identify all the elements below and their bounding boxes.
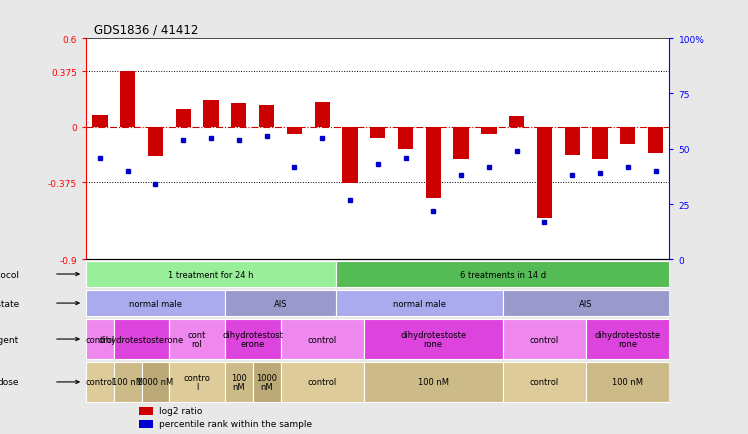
Bar	[481, 128, 497, 135]
Bar	[92, 115, 108, 128]
Bar	[225, 362, 253, 402]
Text: control: control	[530, 378, 559, 387]
Bar	[231, 104, 247, 128]
Bar	[114, 362, 141, 402]
Bar	[503, 319, 586, 359]
Bar	[286, 128, 302, 135]
Text: AIS: AIS	[274, 299, 287, 308]
Bar	[336, 261, 669, 288]
Bar	[586, 362, 669, 402]
Bar	[648, 128, 663, 154]
Text: 100 nM: 100 nM	[418, 378, 449, 387]
Bar	[314, 102, 330, 128]
Text: 100
nM: 100 nM	[231, 373, 247, 391]
Text: control: control	[307, 378, 337, 387]
Text: percentile rank within the sample: percentile rank within the sample	[159, 419, 312, 428]
Bar	[141, 362, 169, 402]
Text: dihydrotestoste
rone: dihydrotestoste rone	[595, 330, 660, 349]
Bar	[225, 290, 336, 317]
Bar	[86, 261, 336, 288]
Bar	[169, 319, 225, 359]
Bar	[398, 128, 413, 149]
Text: AIS: AIS	[580, 299, 593, 308]
Text: cont
rol: cont rol	[188, 330, 206, 349]
Bar	[537, 128, 552, 219]
Text: control: control	[530, 335, 559, 344]
Bar	[586, 319, 669, 359]
Bar	[176, 110, 191, 128]
Text: normal male: normal male	[393, 299, 446, 308]
Text: 1 treatment for 24 h: 1 treatment for 24 h	[168, 270, 254, 279]
Bar	[86, 362, 114, 402]
Bar	[280, 319, 364, 359]
Bar	[426, 128, 441, 198]
Bar	[86, 290, 225, 317]
Text: dihydrotestost
erone: dihydrotestost erone	[222, 330, 283, 349]
Bar	[565, 128, 580, 155]
Text: protocol: protocol	[0, 270, 19, 279]
Text: control: control	[307, 335, 337, 344]
Bar	[114, 319, 169, 359]
Text: log2 ratio: log2 ratio	[159, 406, 202, 415]
Bar	[343, 128, 358, 183]
Bar	[453, 128, 469, 160]
Text: 1000
nM: 1000 nM	[256, 373, 277, 391]
Bar	[592, 128, 607, 160]
Text: 100 nM: 100 nM	[112, 378, 143, 387]
Bar	[620, 128, 636, 145]
Text: 100 nM: 100 nM	[613, 378, 643, 387]
Text: dose: dose	[0, 378, 19, 387]
Bar	[169, 362, 225, 402]
Bar	[203, 101, 218, 128]
Bar	[86, 319, 114, 359]
Bar	[280, 362, 364, 402]
Bar	[138, 408, 153, 415]
Bar	[148, 128, 163, 157]
Bar	[503, 362, 586, 402]
Bar	[364, 319, 503, 359]
Text: dihydrotestoste
rone: dihydrotestoste rone	[400, 330, 466, 349]
Text: control: control	[85, 335, 114, 344]
Text: agent: agent	[0, 335, 19, 344]
Bar	[225, 319, 280, 359]
Bar	[138, 421, 153, 428]
Text: contro
l: contro l	[184, 373, 211, 391]
Text: control: control	[85, 378, 114, 387]
Text: GDS1836 / 41412: GDS1836 / 41412	[94, 24, 198, 37]
Text: dihydrotestosterone: dihydrotestosterone	[99, 335, 184, 344]
Bar	[259, 105, 275, 128]
Bar	[370, 128, 385, 139]
Bar	[120, 72, 135, 128]
Bar	[364, 362, 503, 402]
Bar	[336, 290, 503, 317]
Bar	[509, 117, 524, 128]
Text: normal male: normal male	[129, 299, 182, 308]
Text: 1000 nM: 1000 nM	[138, 378, 174, 387]
Bar	[253, 362, 280, 402]
Text: disease state: disease state	[0, 299, 19, 308]
Bar	[503, 290, 669, 317]
Text: 6 treatments in 14 d: 6 treatments in 14 d	[460, 270, 546, 279]
